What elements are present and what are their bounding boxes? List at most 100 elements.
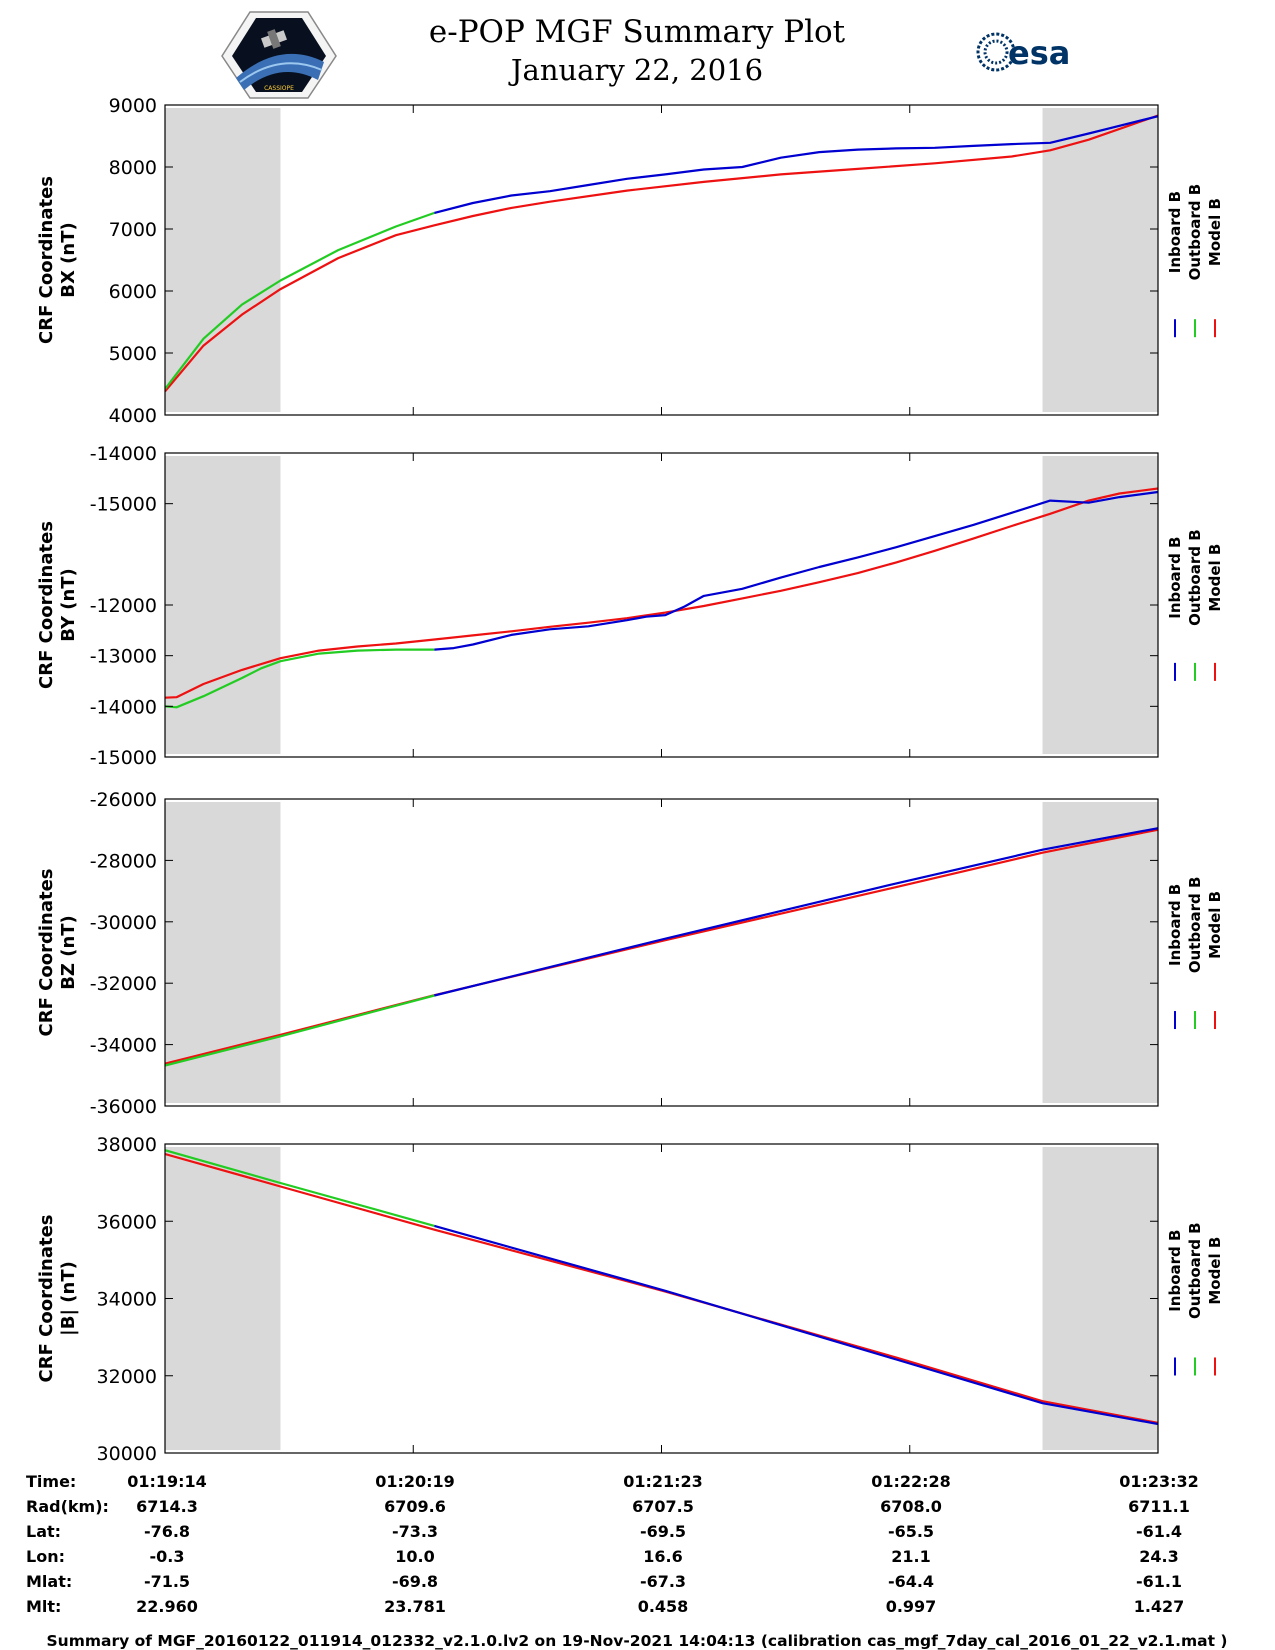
- table-cell: 21.1: [891, 1547, 930, 1566]
- table-row-label: Mlt:: [26, 1597, 61, 1616]
- y-tick-label: 34000: [97, 1289, 157, 1311]
- plot-date: January 22, 2016: [508, 53, 763, 87]
- table-cell: 0.458: [638, 1597, 689, 1616]
- series-line-model-b: [165, 487, 1158, 699]
- series-group: [165, 487, 1158, 709]
- table-cell: 10.0: [395, 1547, 434, 1566]
- table-cell: -73.3: [392, 1522, 438, 1541]
- table-row-label: Time:: [26, 1472, 76, 1491]
- legend-label: Outboard B: [1186, 1222, 1204, 1319]
- series-group: [165, 827, 1158, 1067]
- y-tick-label: 36000: [97, 1211, 157, 1233]
- shaded-region-0: [165, 456, 281, 754]
- legend-label: Inboard B: [1166, 1230, 1184, 1312]
- table-cell: -64.4: [888, 1572, 934, 1591]
- y-axis-label: CRF Coordinates: [36, 176, 57, 344]
- legend-label: Model B: [1206, 1237, 1224, 1305]
- y-tick-label: -28000: [90, 850, 157, 872]
- y-tick-label: -14000: [90, 443, 157, 465]
- orbit-table: Time: Rad(km): Lat: Lon: Mlat: Mlt: 01:19:14 67…: [26, 1472, 1199, 1616]
- y-axis-label: CRF Coordinates: [36, 521, 57, 689]
- legend-label: Outboard B: [1186, 184, 1204, 281]
- y-tick-label: 9000: [109, 95, 157, 117]
- series-group: [165, 1149, 1158, 1426]
- table-cell: -69.5: [640, 1522, 686, 1541]
- table-cell: 01:20:19: [375, 1472, 455, 1491]
- legend-label: Outboard B: [1186, 877, 1204, 974]
- y-tick-label: -13000: [90, 646, 157, 668]
- legend-label: Model B: [1206, 544, 1224, 612]
- y-axis-label: BX (nT): [58, 222, 79, 297]
- shaded-region-1: [1042, 802, 1158, 1103]
- series-line-outboard-b: [165, 1149, 435, 1227]
- y-tick-label: 6000: [109, 281, 157, 303]
- series-line-model-b: [165, 828, 1158, 1065]
- y-tick-label: -30000: [90, 912, 157, 934]
- y-tick-label: 4000: [109, 405, 157, 427]
- series-line-outboard-b: [165, 994, 435, 1067]
- legend-label: Inboard B: [1166, 884, 1184, 966]
- legend-label: Model B: [1206, 198, 1224, 266]
- shaded-region-0: [165, 802, 281, 1103]
- y-tick-label: 5000: [109, 343, 157, 365]
- shaded-region-1: [1042, 1147, 1158, 1450]
- table-cell: -69.8: [392, 1572, 438, 1591]
- shaded-region-1: [1042, 108, 1158, 412]
- table-cell: 6707.5: [632, 1497, 694, 1516]
- logo-caption: CASSIOPE: [264, 85, 294, 92]
- table-cell: 23.781: [384, 1597, 446, 1616]
- table-cell: -71.5: [144, 1572, 190, 1591]
- plot-frame: [164, 452, 1159, 758]
- table-cell: 01:23:32: [1119, 1472, 1199, 1491]
- series-line-outboard-b: [165, 211, 435, 390]
- y-axis-label: BZ (nT): [58, 915, 79, 990]
- legend-label: Inboard B: [1166, 537, 1184, 619]
- table-cell: 01:19:14: [127, 1472, 207, 1491]
- esa-wordmark: esa: [1008, 34, 1070, 72]
- table-cell: 6709.6: [384, 1497, 446, 1516]
- table-cell: 6714.3: [136, 1497, 198, 1516]
- table-cell: 1.427: [1134, 1597, 1185, 1616]
- table-cell: 01:21:23: [623, 1472, 703, 1491]
- y-tick-label: -32000: [90, 973, 157, 995]
- table-cell: 0.997: [886, 1597, 937, 1616]
- table-row-label: Lon:: [26, 1547, 65, 1566]
- legend-label: Model B: [1206, 891, 1224, 959]
- y-tick-label: -15000: [90, 494, 157, 516]
- series-line-inboard-b: [434, 1224, 1158, 1426]
- table-cell: -0.3: [150, 1547, 185, 1566]
- shaded-region-0: [165, 1147, 281, 1450]
- y-tick-label: 7000: [109, 219, 157, 241]
- y-tick-label: -36000: [90, 1096, 157, 1118]
- table-row-label: Lat:: [26, 1522, 61, 1541]
- series-line-model-b: [165, 114, 1158, 393]
- series-line-model-b: [165, 1152, 1158, 1424]
- table-cell: -61.1: [1136, 1572, 1182, 1591]
- y-axis-label: |B| (nT): [58, 1261, 79, 1336]
- panel-bx: 4000 5000 6000 7000 8000 9000 CRF Coordinates B…: [36, 95, 1224, 427]
- table-row-label: Rad(km):: [26, 1497, 109, 1516]
- y-tick-label: 8000: [109, 157, 157, 179]
- y-tick-label: -14000: [90, 696, 157, 718]
- table-cell: 6711.1: [1128, 1497, 1190, 1516]
- panel-bz: -36000 -34000 -32000 -30000 -28000 -26000 CRF …: [36, 789, 1224, 1118]
- table-cell: 24.3: [1139, 1547, 1178, 1566]
- table-cell: 16.6: [643, 1547, 682, 1566]
- y-tick-label: -15000: [90, 747, 157, 769]
- series-line-inboard-b: [434, 827, 1158, 997]
- y-tick-label: 32000: [97, 1366, 157, 1388]
- footer-caption: Summary of MGF_20160122_011914_012332_v2…: [47, 1632, 1228, 1650]
- y-tick-label: 38000: [97, 1134, 157, 1156]
- mission-logo: CASSIOPE: [221, 11, 337, 99]
- y-axis-label: CRF Coordinates: [36, 869, 57, 1037]
- table-cell: -76.8: [144, 1522, 190, 1541]
- y-tick-label: -12000: [90, 595, 157, 617]
- y-tick-label: -26000: [90, 789, 157, 811]
- table-cell: -61.4: [1136, 1522, 1182, 1541]
- table-row-label: Mlat:: [26, 1572, 72, 1591]
- table-cell: 01:22:28: [871, 1472, 951, 1491]
- series-group: [165, 114, 1158, 393]
- plot-frame: [164, 798, 1159, 1107]
